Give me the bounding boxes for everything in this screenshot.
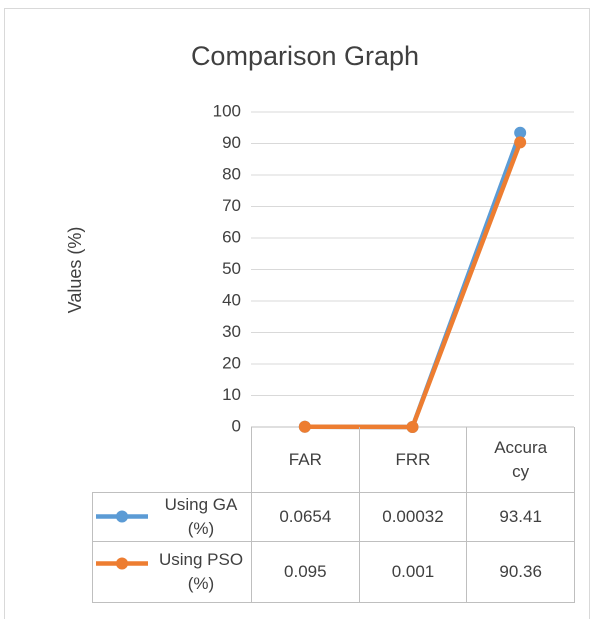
- y-tick-label: 40: [222, 290, 241, 309]
- table-header-cell: FRR: [358, 427, 468, 493]
- y-tick-label: 30: [222, 322, 241, 341]
- series-line: [304, 141, 523, 430]
- y-tick-label: 20: [222, 353, 241, 372]
- series-marker: [514, 136, 527, 149]
- legend-key-marker: [116, 557, 128, 570]
- y-tick-label: 90: [222, 133, 241, 152]
- series-marker: [406, 420, 419, 433]
- chart-border: [4, 8, 590, 619]
- y-tick-label: 70: [222, 196, 241, 215]
- y-tick-label: 80: [222, 164, 241, 183]
- y-tick-label: 50: [222, 259, 241, 278]
- y-tick-label: 100: [213, 101, 241, 120]
- y-axis-label: Values (%): [65, 227, 85, 314]
- legend-cell: Using PSO (%): [92, 541, 252, 603]
- table-value-cell: 90.36: [466, 541, 575, 603]
- table-value-cell: 0.095: [251, 541, 360, 603]
- table-header-cell: Accuracy: [466, 427, 575, 493]
- table-value-cell: 0.00032: [358, 492, 468, 542]
- table-value-cell: 93.41: [466, 492, 575, 542]
- series-line: [304, 131, 523, 430]
- table-value-cell: 0.0654: [251, 492, 360, 542]
- y-tick-label: 10: [222, 385, 241, 404]
- series-marker: [514, 126, 527, 139]
- table-header-cell: FAR: [251, 427, 360, 493]
- table-value-cell: 0.001: [358, 541, 468, 603]
- legend-cell: Using GA (%): [92, 492, 252, 542]
- y-tick-label: 60: [222, 227, 241, 246]
- chart-title: Comparison Graph: [191, 41, 419, 71]
- legend-key-marker: [116, 510, 128, 523]
- y-tick-label: 0: [232, 416, 241, 435]
- series-marker: [298, 420, 311, 433]
